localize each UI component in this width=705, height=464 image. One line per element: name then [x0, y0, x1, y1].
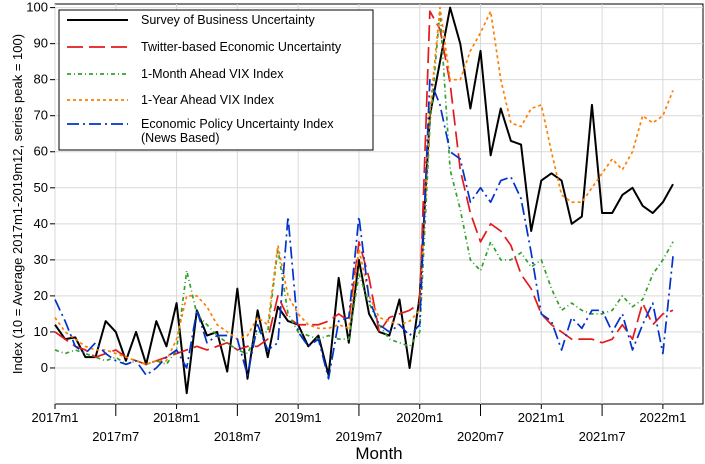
y-tick-label: 100 — [26, 0, 48, 15]
x-axis: 2017m1 2017m7 2018m1 2018m7 2019m1 2019m7 2020… — [32, 404, 686, 444]
x-tick-label: 2021m1 — [518, 410, 565, 425]
legend: Survey of Business Uncertainty Twitter-ba… — [58, 9, 374, 151]
series-line — [54, 10, 674, 366]
series-line — [54, 10, 674, 366]
y-tick-label: 70 — [34, 108, 48, 123]
y-tick-label: 50 — [34, 180, 48, 195]
x-tick-label: 2020m7 — [457, 429, 504, 444]
x-tick-label: 2020m1 — [396, 410, 443, 425]
y-tick-label: 60 — [34, 144, 48, 159]
x-tick-label: 2022m1 — [639, 410, 686, 425]
y-tick-label: 20 — [34, 288, 48, 303]
x-tick-label: 2021m7 — [579, 429, 626, 444]
legend-label: Survey of Business Uncertainty — [141, 13, 315, 27]
legend-label: Economic Policy Uncertainty Index (News B… — [141, 117, 334, 145]
y-axis: 0 10 20 30 40 50 60 70 80 90 100 — [26, 0, 55, 375]
x-tick-label: 2018m1 — [153, 410, 200, 425]
legend-label: 1-Month Ahead VIX Index — [141, 67, 284, 81]
x-tick-label: 2019m1 — [275, 410, 322, 425]
x-tick-label: 2019m7 — [335, 429, 382, 444]
series-lines — [54, 6, 674, 395]
legend-label: 1-Year Ahead VIX Index — [141, 93, 275, 107]
legend-box — [58, 9, 374, 151]
y-tick-label: 80 — [34, 72, 48, 87]
x-tick-label: 2018m7 — [214, 429, 261, 444]
x-axis-title: Month — [355, 444, 402, 463]
legend-label: Twitter-based Economic Uncertainty — [141, 40, 342, 54]
y-tick-label: 30 — [34, 252, 48, 267]
x-tick-label: 2017m1 — [32, 410, 79, 425]
y-tick-label: 40 — [34, 216, 48, 231]
series-line — [54, 78, 674, 380]
y-tick-label: 0 — [41, 360, 48, 375]
x-tick-label: 2017m7 — [92, 429, 139, 444]
y-tick-label: 90 — [34, 36, 48, 51]
y-tick-label: 10 — [34, 324, 48, 339]
y-axis-title: Index (10 = Average 2017m1-2019m12, seri… — [10, 34, 25, 374]
